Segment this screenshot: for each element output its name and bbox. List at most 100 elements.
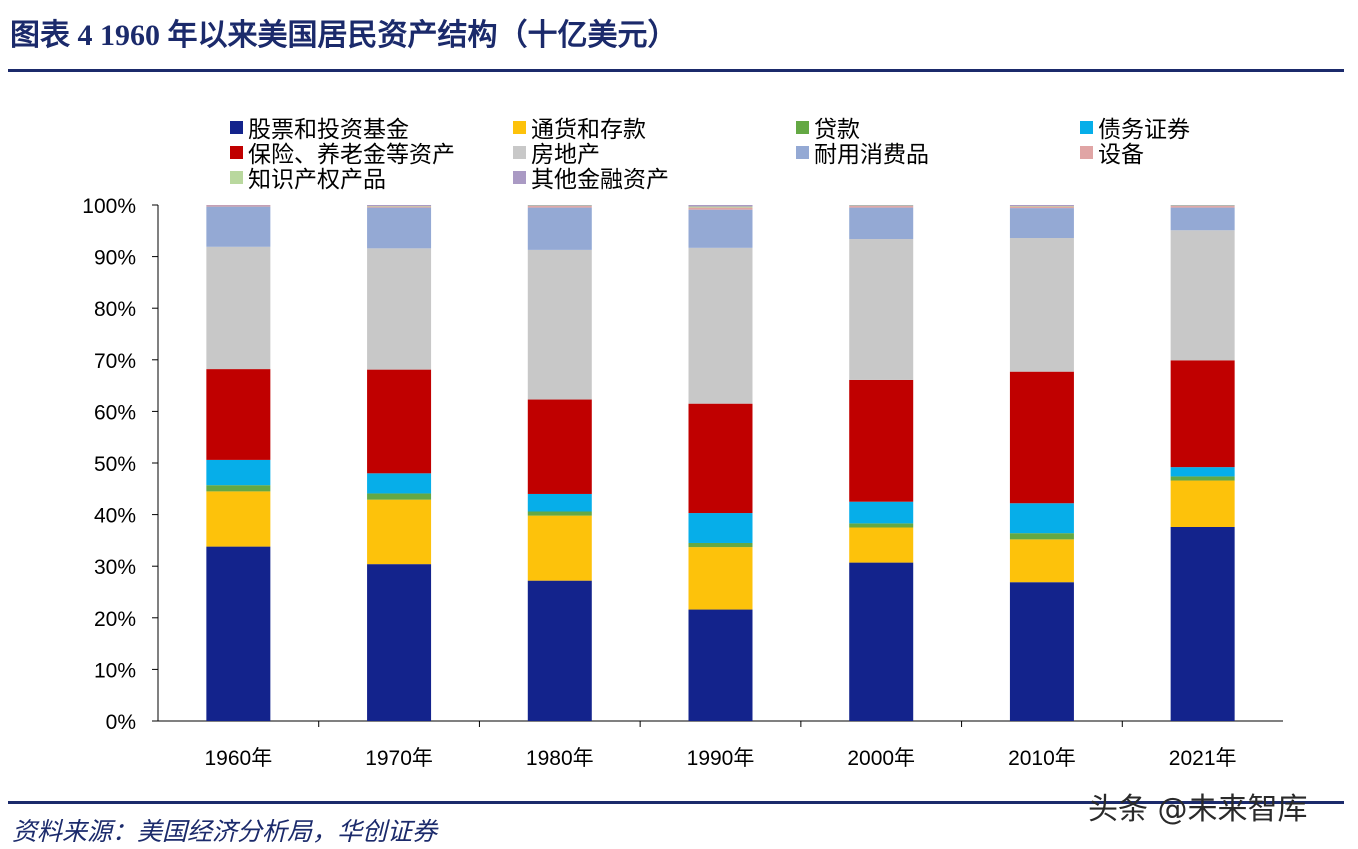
bar-segment [367,205,432,207]
y-tick-label: 100% [82,195,136,218]
legend-item: 知识产权产品 [230,160,386,194]
y-tick-label: 40% [94,505,136,528]
x-tick-label: 1960年 [204,747,272,770]
legend-item: 其他金融资产 [513,160,669,194]
bar-segment [688,513,753,543]
bar-segment [849,562,914,721]
legend-item: 股票和投资基金 [230,110,409,144]
legend-label: 保险、养老金等资产 [248,141,455,167]
bar-segment [688,207,753,210]
bar-segment [206,485,271,492]
legend-swatch [230,170,243,184]
bar-segment [367,248,432,370]
bar-segment [849,501,914,524]
legend-item: 设备 [1080,135,1144,169]
bar-segment [1170,205,1235,207]
legend-swatch [796,120,809,134]
y-tick-label: 90% [94,247,136,270]
y-tick-label: 0% [106,711,136,734]
legend-item: 耐用消费品 [796,135,929,169]
legend-swatch [230,145,243,159]
title-rule [8,69,1344,72]
legend-swatch [513,120,526,134]
bar-segment [1009,205,1074,207]
bar-segment [367,369,432,474]
legend-label: 股票和投资基金 [248,116,409,142]
legend-label: 知识产权产品 [248,166,386,192]
bar-segment [206,459,271,486]
bar-segment [1170,206,1235,208]
bar-segment [367,493,432,500]
bar-segment [849,205,914,206]
bar-segment [849,207,914,240]
bar-segment [849,206,914,208]
x-tick-label: 1980年 [526,747,594,770]
bar-segment [849,239,914,380]
bar-segment [527,249,592,400]
bar-segment [206,369,271,460]
bar-segment [527,205,592,207]
x-tick-label: 2010年 [1008,747,1076,770]
legend-label: 其他金融资产 [531,166,669,192]
bar-segment [1170,467,1235,477]
legend-item: 房地产 [513,135,600,169]
bar-segment [367,473,432,494]
bar-segment [1170,480,1235,527]
bar-segment [688,547,753,610]
bar-segment [688,542,753,548]
legend-swatch [230,120,243,134]
bar-segment [1009,371,1074,504]
bar-segment [367,206,432,208]
bar-segment [206,205,271,206]
bar-segment [1009,206,1074,209]
legend-swatch [1080,120,1093,134]
bar-segment [1009,208,1074,239]
bar-segment [367,206,432,207]
bar-segment [527,207,592,250]
x-tick-label: 1970年 [365,747,433,770]
legend-item: 保险、养老金等资产 [230,135,455,169]
legend-label: 通货和存款 [531,116,646,142]
bar-segment [527,580,592,721]
y-tick-label: 10% [94,659,136,682]
bar-segment [206,491,271,547]
bar-segment [688,209,753,248]
legend-swatch [513,170,526,184]
bar-segment [849,523,914,528]
legend-label: 债务证券 [1098,116,1190,142]
x-tick-label: 2021年 [1169,747,1237,770]
bar-segment [1170,205,1235,206]
bar-segment [527,515,592,581]
watermark: 头条 @未来智库 [1088,792,1308,827]
bar-segment [1170,526,1235,721]
source-note: 资料来源：美国经济分析局，华创证券 [12,819,438,846]
bar-segment [1170,360,1235,468]
bar-segment [1009,582,1074,721]
y-tick-label: 80% [94,298,136,321]
bar-segment [367,207,432,249]
legend-swatch [513,145,526,159]
bar-segment [527,205,592,206]
legend-item: 通货和存款 [513,110,646,144]
legend-label: 贷款 [814,116,860,142]
legend-swatch [796,145,809,159]
x-tick-label: 1990年 [687,747,755,770]
bar-segment [1009,206,1074,207]
y-tick-label: 30% [94,556,136,579]
bar-segment [688,403,753,514]
legend-item: 贷款 [796,110,860,144]
bar-segment [1170,476,1235,481]
bar-segment [367,499,432,565]
bar-segment [1009,503,1074,534]
bar-segment [1170,207,1235,231]
bar-segment [206,205,271,207]
bar-segment [206,546,271,721]
bar-segment [688,609,753,721]
bar-segment [1009,539,1074,583]
bar-segment [527,511,592,516]
bar-segment [688,247,753,404]
bar-segment [849,379,914,502]
bar-segment [206,246,271,370]
bar-segment [849,205,914,207]
